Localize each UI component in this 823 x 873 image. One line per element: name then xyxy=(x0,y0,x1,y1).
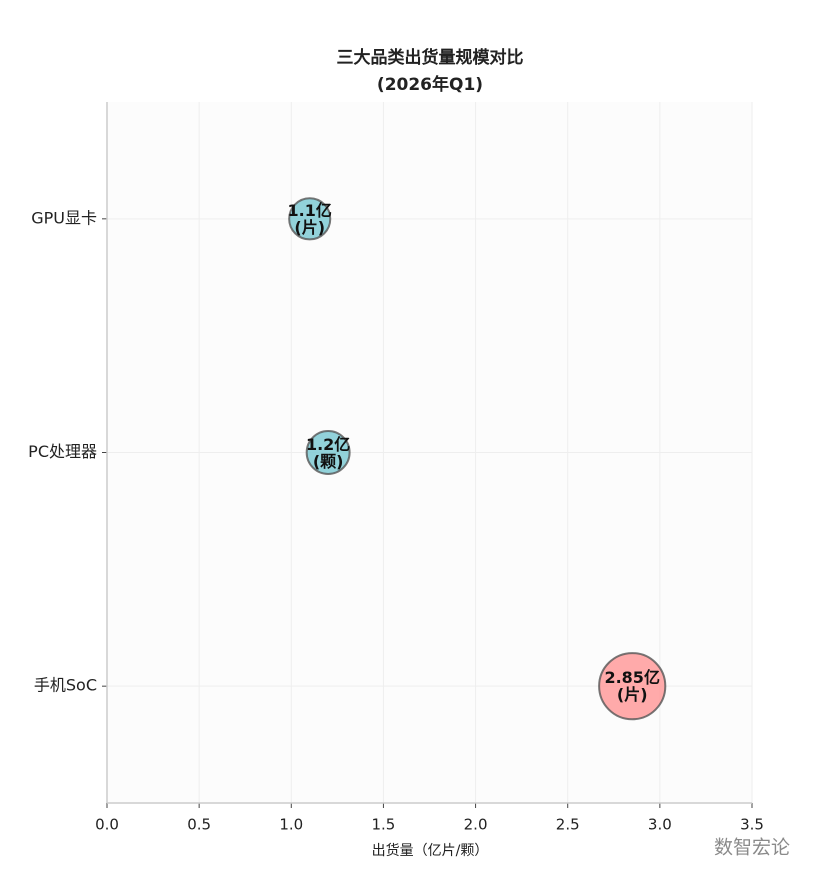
x-tick-label: 3.5 xyxy=(740,816,764,834)
x-tick-label: 2.5 xyxy=(556,816,580,834)
x-tick-label: 1.0 xyxy=(279,816,303,834)
x-tick-label: 3.0 xyxy=(648,816,672,834)
x-tick-label: 1.5 xyxy=(371,816,395,834)
bubble xyxy=(305,430,351,475)
x-axis-label: 出货量（亿片/颗） xyxy=(372,842,489,859)
watermark: 数智宏论 xyxy=(714,837,790,859)
x-tick-label: 0.0 xyxy=(95,816,119,834)
bubble xyxy=(598,652,667,721)
x-tick-label: 0.5 xyxy=(187,816,211,834)
chart-title: 三大品类出货量规模对比 xyxy=(337,47,524,68)
data-label: 2.85亿 (片) xyxy=(604,668,660,705)
data-label: 1.2亿 (颗) xyxy=(305,434,351,471)
x-tick-label: 2.0 xyxy=(464,816,488,834)
bubble xyxy=(288,197,332,241)
y-tick-label: 手机SoC xyxy=(34,676,97,695)
y-tick-label: GPU显卡 xyxy=(31,208,97,227)
y-tick-label: PC处理器 xyxy=(28,442,97,461)
chart-subtitle: (2026年Q1) xyxy=(377,74,483,95)
data-label: 1.1亿 (片) xyxy=(287,200,332,237)
